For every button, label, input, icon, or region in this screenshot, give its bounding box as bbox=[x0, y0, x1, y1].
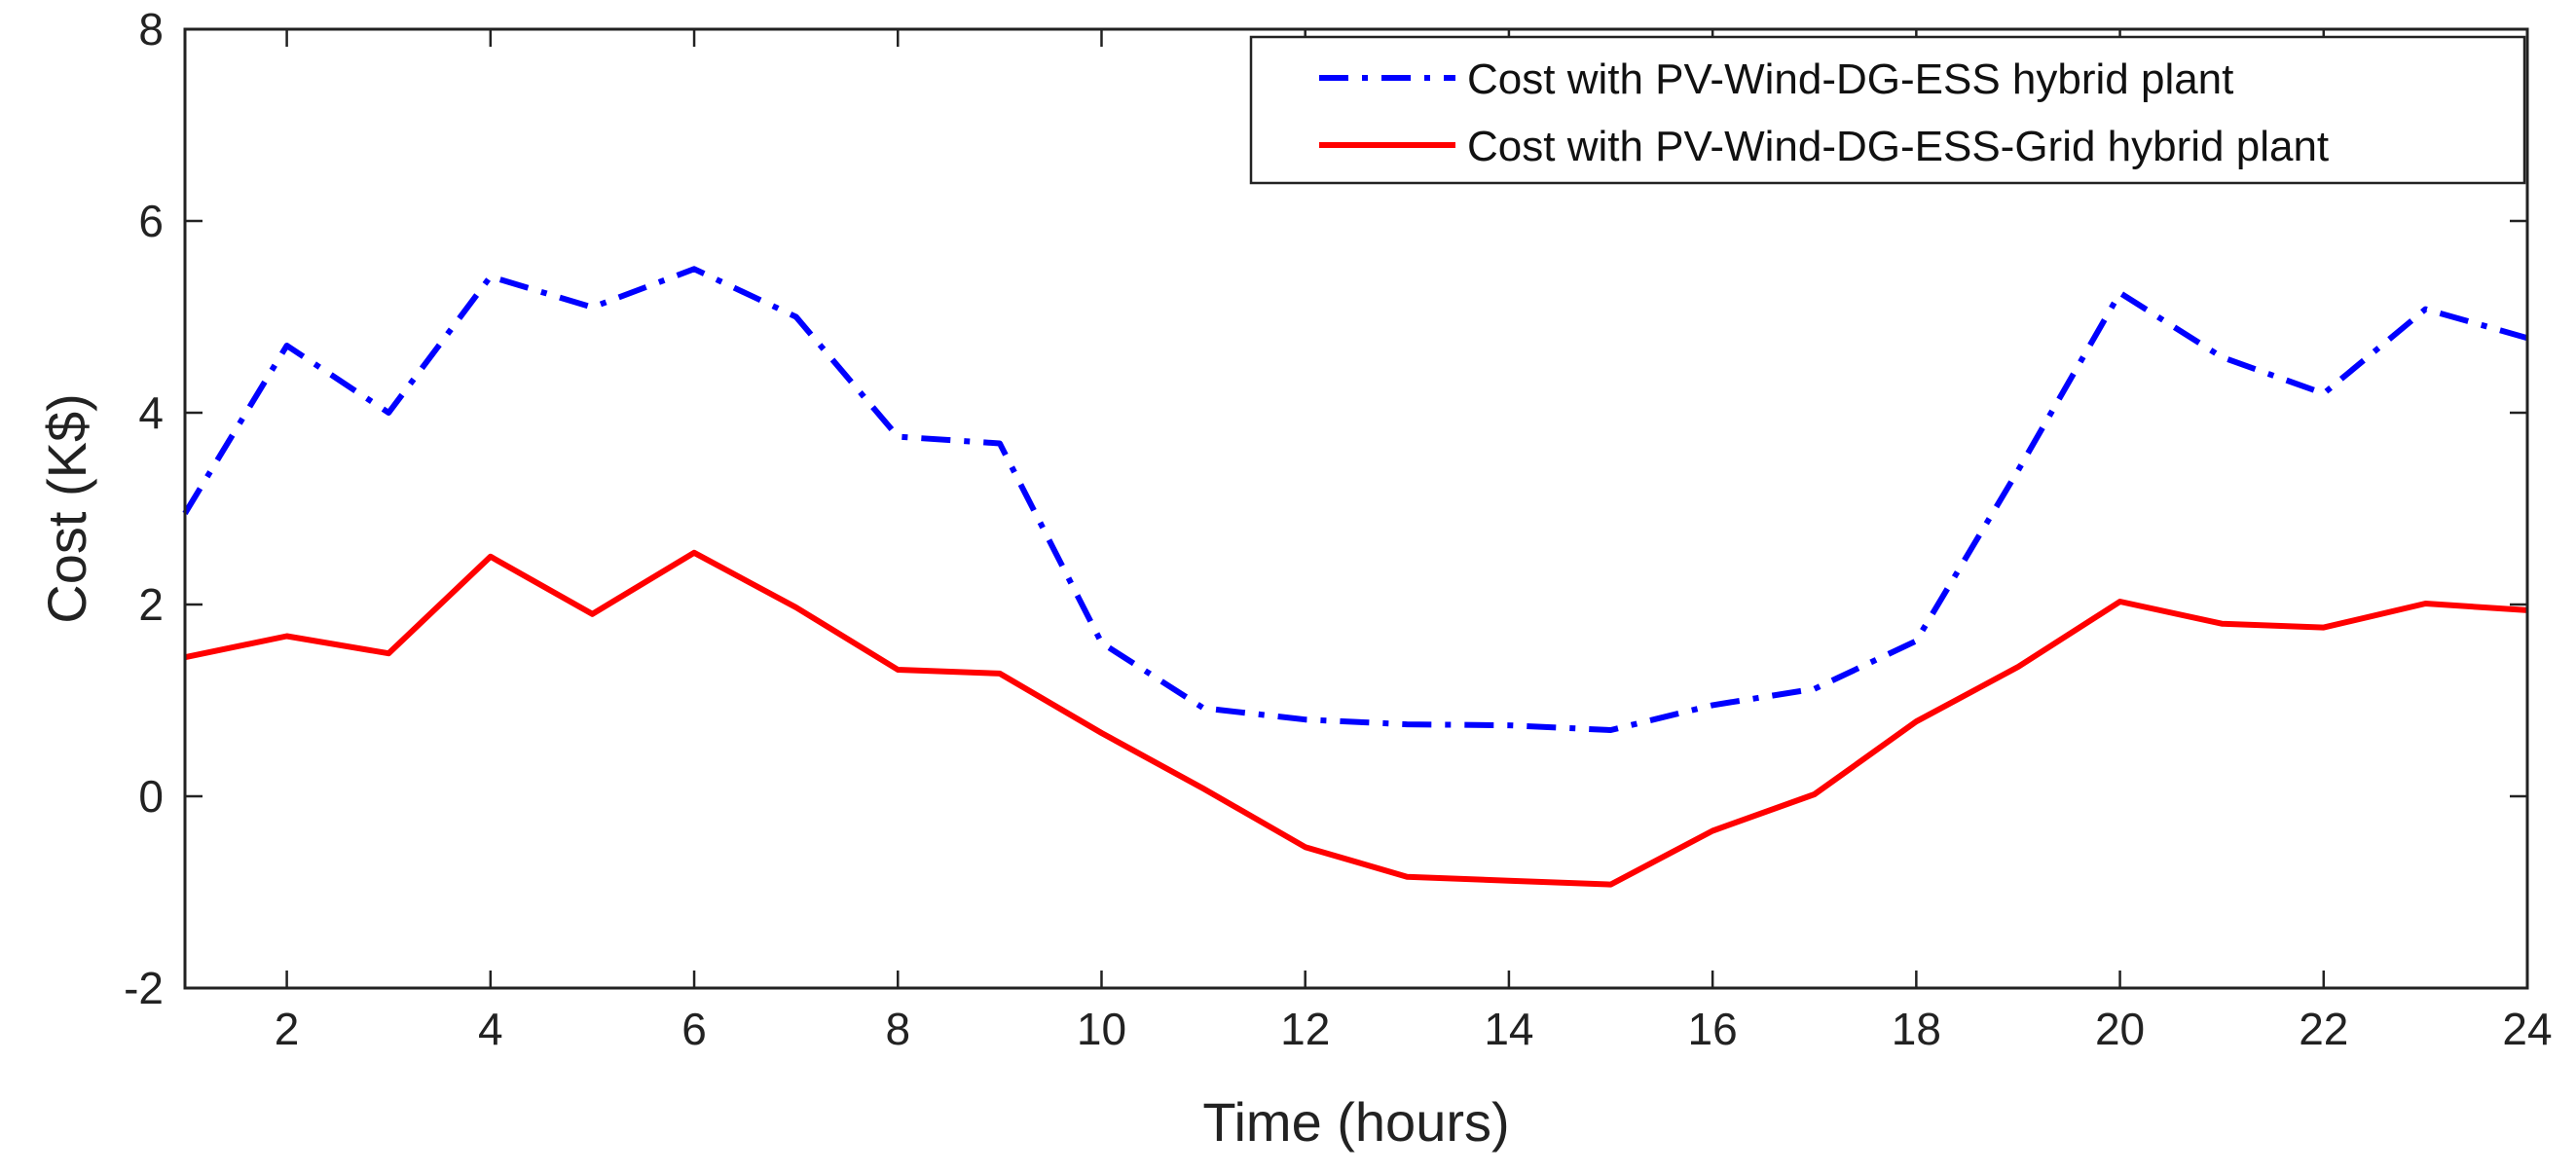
y-tick-label: 6 bbox=[138, 196, 164, 246]
data-point bbox=[1099, 640, 1105, 645]
data-point bbox=[386, 650, 391, 656]
data-point bbox=[284, 634, 290, 640]
data-point bbox=[589, 611, 595, 617]
x-tick-label: 4 bbox=[478, 1004, 503, 1054]
data-point bbox=[1099, 730, 1105, 736]
data-point bbox=[997, 671, 1003, 677]
data-point bbox=[1812, 791, 1818, 797]
x-tick-label: 6 bbox=[681, 1004, 707, 1054]
data-point bbox=[589, 305, 595, 311]
legend-label-pv-wind-dg-ess: Cost with PV-Wind-DG-ESS hybrid plant bbox=[1467, 55, 2233, 103]
data-point bbox=[2015, 467, 2021, 473]
data-point bbox=[2422, 601, 2428, 606]
x-tick-label: 2 bbox=[275, 1004, 300, 1054]
y-tick-label: 2 bbox=[138, 579, 164, 630]
x-axis-label: Time (hours) bbox=[1202, 1091, 1509, 1153]
plot-background bbox=[185, 29, 2527, 988]
legend: Cost with PV-Wind-DG-ESS hybrid plant Co… bbox=[1249, 35, 2526, 185]
data-point bbox=[2015, 664, 2021, 670]
series-line-pv-wind-dg-ess bbox=[182, 266, 2528, 733]
series-layer bbox=[182, 266, 2528, 888]
x-tick-label: 18 bbox=[1892, 1004, 1941, 1054]
data-point bbox=[2219, 621, 2225, 627]
data-point bbox=[1506, 878, 1512, 884]
data-point bbox=[284, 343, 290, 348]
x-tick-label: 20 bbox=[2095, 1004, 2145, 1054]
data-point bbox=[691, 266, 697, 272]
y-axis-ticks: -2 0 2 4 6 8 bbox=[124, 4, 2527, 1013]
data-point bbox=[2321, 625, 2327, 631]
x-tick-label: 12 bbox=[1280, 1004, 1330, 1054]
x-axis-ticks: 2 4 6 8 10 12 14 16 18 20 22 24 bbox=[275, 29, 2553, 1054]
data-point bbox=[1506, 722, 1512, 728]
plot-frame bbox=[183, 27, 2529, 990]
data-point bbox=[1608, 882, 1614, 888]
data-point bbox=[1913, 718, 1919, 724]
data-point bbox=[793, 605, 799, 610]
x-tick-label: 22 bbox=[2299, 1004, 2348, 1054]
data-point bbox=[2219, 354, 2225, 360]
data-point bbox=[793, 314, 799, 320]
data-point bbox=[2117, 290, 2123, 296]
data-point bbox=[488, 554, 494, 560]
data-point bbox=[997, 441, 1003, 447]
data-point bbox=[1812, 686, 1818, 692]
legend-label-pv-wind-dg-ess-grid: Cost with PV-Wind-DG-ESS-Grid hybrid pla… bbox=[1467, 123, 2329, 170]
data-point bbox=[1608, 727, 1614, 733]
x-tick-label: 16 bbox=[1688, 1004, 1738, 1054]
data-point bbox=[1200, 786, 1206, 791]
data-point bbox=[1404, 874, 1410, 880]
data-point bbox=[691, 550, 697, 556]
x-tick-label: 10 bbox=[1077, 1004, 1126, 1054]
x-tick-label: 14 bbox=[1484, 1004, 1533, 1054]
data-point bbox=[386, 410, 391, 416]
data-point bbox=[1404, 721, 1410, 727]
y-tick-label: -2 bbox=[124, 963, 164, 1013]
data-point bbox=[1710, 828, 1715, 834]
data-point bbox=[1200, 705, 1206, 711]
data-point bbox=[2321, 390, 2327, 396]
data-point bbox=[2422, 307, 2428, 312]
y-tick-label: 0 bbox=[138, 771, 164, 822]
data-point bbox=[2117, 599, 2123, 605]
series-line-pv-wind-dg-ess-grid bbox=[184, 549, 2528, 888]
data-point bbox=[895, 667, 901, 673]
legend-box bbox=[1249, 35, 2526, 185]
data-point bbox=[488, 274, 494, 279]
data-point bbox=[1303, 844, 1308, 850]
data-point bbox=[895, 434, 901, 440]
x-tick-label: 24 bbox=[2502, 1004, 2552, 1054]
data-point bbox=[1303, 716, 1308, 722]
y-tick-label: 4 bbox=[138, 387, 164, 438]
x-tick-label: 8 bbox=[885, 1004, 910, 1054]
y-axis-label: Cost (K$) bbox=[36, 393, 97, 624]
data-point bbox=[1913, 638, 1919, 643]
y-tick-label: 8 bbox=[138, 4, 164, 55]
data-point bbox=[1710, 702, 1715, 708]
